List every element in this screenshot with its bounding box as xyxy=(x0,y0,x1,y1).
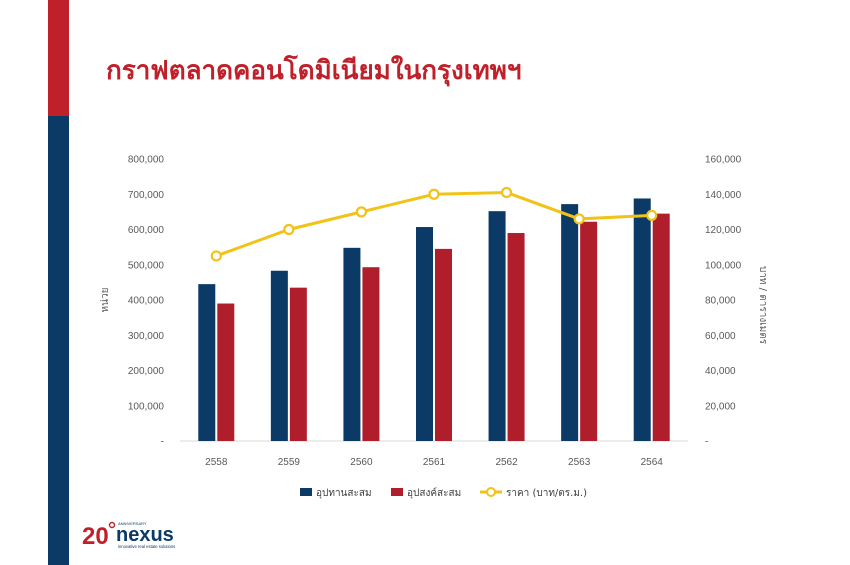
y-tick-label-right: 20,000 xyxy=(705,401,736,412)
price-point xyxy=(428,188,440,200)
y-tick-label-left: 100,000 xyxy=(128,401,165,412)
y-tick-label-right: - xyxy=(705,437,708,448)
price-point xyxy=(500,186,513,199)
logo-brand: nexus xyxy=(116,524,174,546)
y-tick-label-right: 120,000 xyxy=(705,225,742,236)
bar-demand xyxy=(435,248,452,441)
bar-supply xyxy=(633,198,651,441)
y-tick-label-right: 160,000 xyxy=(705,155,742,166)
bar-supply xyxy=(416,227,433,441)
plot-layer: - 100,000 200,000 300,000 400,000 500,000 600,… xyxy=(128,155,742,469)
accent-bar-red xyxy=(48,0,69,116)
legend-label: อุปสงค์สะสม xyxy=(407,487,461,499)
y-tick-label-left: - xyxy=(161,437,164,448)
price-point xyxy=(355,206,368,218)
price-point xyxy=(573,213,585,225)
logo-number: 20 xyxy=(82,523,109,550)
x-tick-label: 2558 xyxy=(205,457,228,468)
x-tick-label: 2564 xyxy=(641,457,664,468)
bar-demand xyxy=(289,287,307,441)
legend-swatch-0 xyxy=(300,488,312,496)
bar-demand xyxy=(652,213,670,441)
bar-supply xyxy=(198,284,216,441)
y-axis-title-right: บาท / ตารางเมตร xyxy=(757,266,768,345)
y-tick-label-right: 60,000 xyxy=(705,331,736,342)
x-tick-label: 2562 xyxy=(495,457,518,468)
y-tick-label-left: 800,000 xyxy=(128,155,165,166)
bar-supply xyxy=(343,247,361,441)
x-tick-label: 2561 xyxy=(423,457,446,468)
bar-supply xyxy=(488,211,506,441)
x-tick-label: 2563 xyxy=(568,457,591,468)
y-tick-label-left: 600,000 xyxy=(128,225,165,236)
price-point xyxy=(283,223,295,236)
y-tick-label-left: 300,000 xyxy=(128,331,165,342)
legend-label: ราคา (บาท/ตร.ม.) xyxy=(506,488,587,499)
bar-demand xyxy=(217,303,235,441)
y-tick-label-left: 500,000 xyxy=(128,260,165,271)
bar-demand xyxy=(362,267,380,441)
accent-bar-blue xyxy=(48,116,69,565)
logo-tagline: innovative real estate solutions xyxy=(118,544,175,549)
logo-anniversary-text: ANNIVERSARY xyxy=(118,521,147,526)
y-tick-label-left: 200,000 xyxy=(128,366,165,377)
y-tick-label-right: 140,000 xyxy=(705,190,742,201)
price-point xyxy=(646,209,658,221)
bar-supply xyxy=(561,204,579,441)
logo-degree-mark xyxy=(108,521,116,529)
legend-label: อุปทานสะสม xyxy=(316,488,372,499)
page-title: กราฟตลาดคอนโดมิเนียมในกรุงเทพฯ xyxy=(106,56,522,86)
y-tick-label-left: 400,000 xyxy=(128,296,165,307)
y-tick-label-right: 100,000 xyxy=(705,260,742,271)
y-axis-title-left: หน่วย xyxy=(100,288,111,313)
bar-demand xyxy=(580,221,598,441)
x-tick-label: 2559 xyxy=(278,457,301,468)
legend-swatch-point xyxy=(486,487,496,497)
y-tick-label-left: 700,000 xyxy=(128,190,165,201)
y-tick-label-right: 80,000 xyxy=(705,296,736,307)
nexus-logo: 20 ANNIVERSARY nexus innovative real est… xyxy=(82,521,175,550)
bar-demand xyxy=(507,233,525,441)
bar-supply xyxy=(270,270,288,441)
x-tick-label: 2560 xyxy=(350,457,373,468)
legend-swatch-1 xyxy=(391,488,403,496)
price-point xyxy=(210,250,222,262)
legend: อุปทานสะสม อุปสงค์สะสม ราคา (บาท/ตร.ม.) xyxy=(300,487,587,499)
y-tick-label-right: 40,000 xyxy=(705,366,736,377)
